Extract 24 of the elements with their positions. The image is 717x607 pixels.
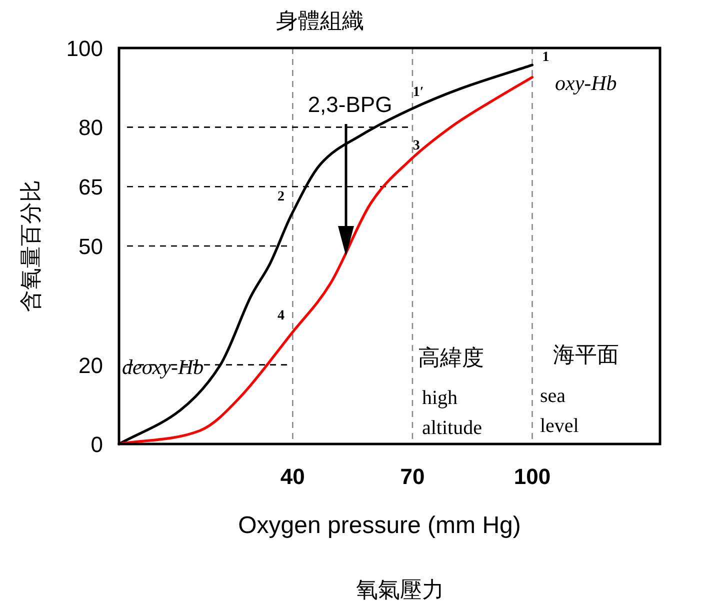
chart-title: 身體組織 (276, 8, 364, 33)
x-axis-title: Oxygen pressure (mm Hg) (238, 512, 521, 539)
annotation: 2 (277, 190, 284, 205)
x-tick-label: 40 (280, 464, 305, 489)
y-tick-label: 50 (78, 234, 103, 259)
annotation: 1′ (412, 85, 424, 100)
y-tick-label: 0 (90, 432, 103, 457)
annotation: high altitude (422, 387, 482, 439)
y-axis-title: 含氧量百分比 (18, 180, 43, 312)
text: 氧氣壓力 (356, 577, 444, 602)
y-tick-label: 65 (78, 174, 103, 200)
annotation: oxy-Hb (555, 71, 617, 95)
annotation: 4 (277, 308, 284, 324)
annotation: 1 (542, 50, 550, 66)
annotation: 高緯度 (418, 345, 484, 370)
x-tick-label: 100 (514, 464, 551, 489)
annotation: 3 (412, 138, 420, 154)
y-tick-label: 100 (66, 36, 103, 61)
annotation: 海平面 (553, 342, 619, 367)
annotation: 2,3-BPG (308, 92, 392, 117)
annotation: sea level (540, 385, 580, 437)
y-tick-label: 80 (78, 115, 103, 140)
y-tick-label: 20 (78, 352, 103, 378)
x-tick-label: 70 (400, 464, 425, 489)
